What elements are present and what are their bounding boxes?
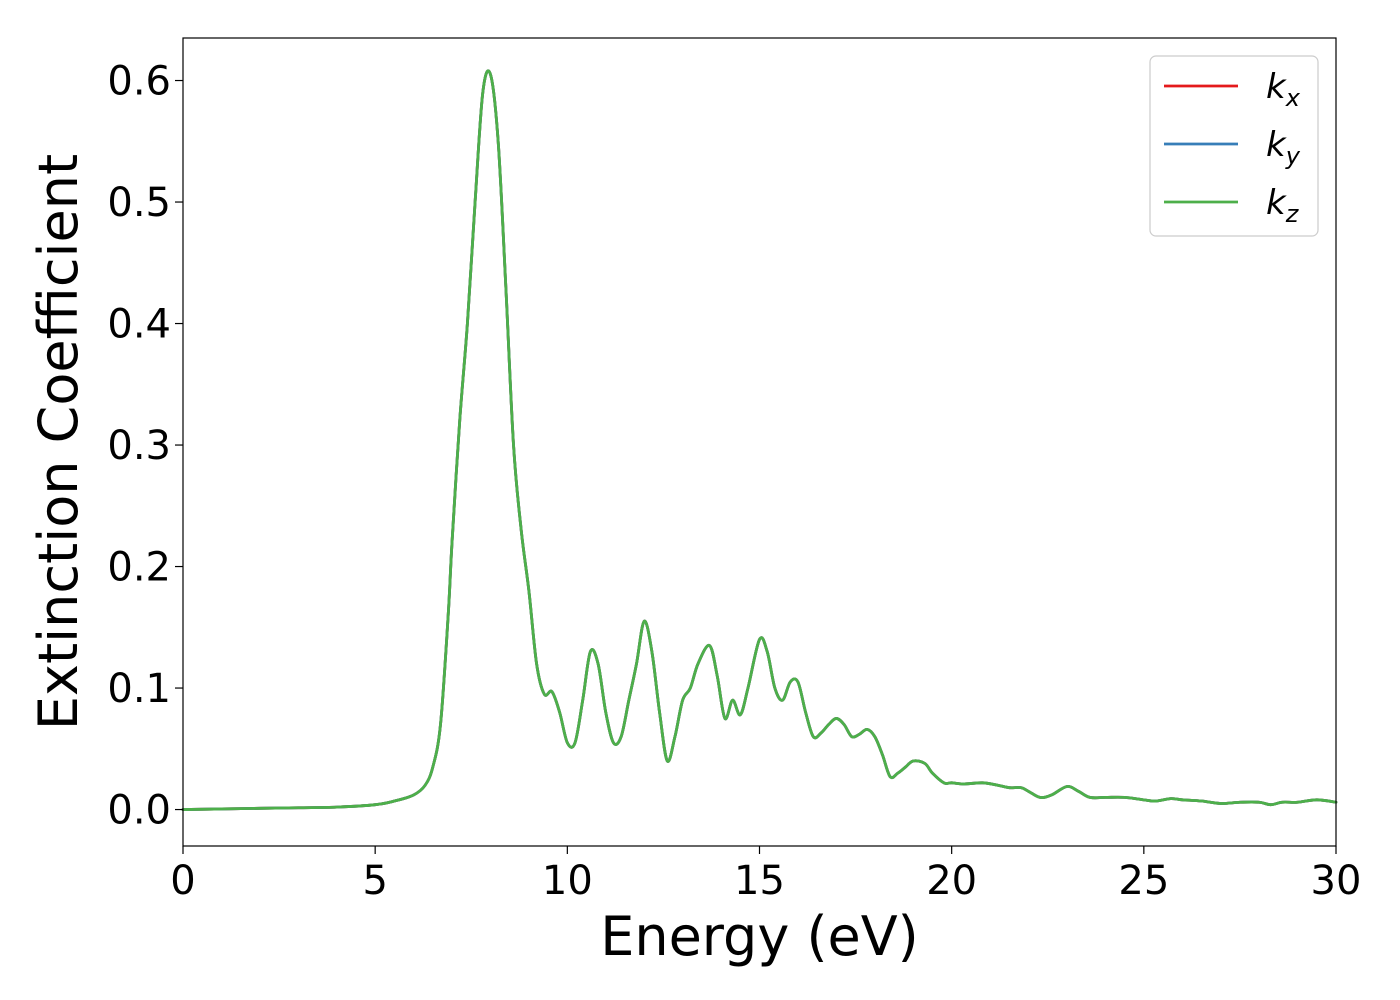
legend-label-base: k xyxy=(1266,67,1287,107)
y-tick-label: 0.1 xyxy=(107,666,171,712)
x-axis-ticks: 0 5 10 15 20 25 30 xyxy=(170,846,1361,904)
y-tick-label: 0.6 xyxy=(107,59,171,105)
y-tick-label: 0.2 xyxy=(107,545,171,591)
plot-background xyxy=(183,38,1336,846)
x-axis-label: Energy (eV) xyxy=(600,905,919,968)
y-tick-label: 0.0 xyxy=(107,788,171,834)
x-tick-label: 20 xyxy=(926,858,977,904)
legend-label-sub: x xyxy=(1285,84,1301,112)
x-tick-label: 10 xyxy=(542,858,593,904)
series-line-k-z xyxy=(181,69,1338,811)
legend-label-sub: y xyxy=(1285,142,1301,170)
x-tick-label: 30 xyxy=(1311,858,1362,904)
x-tick-label: 15 xyxy=(734,858,785,904)
legend-label-base: k xyxy=(1266,125,1287,165)
series-layer xyxy=(181,69,1338,811)
x-tick-label: 25 xyxy=(1118,858,1169,904)
y-tick-label: 0.5 xyxy=(107,180,171,226)
legend-label: ky xyxy=(1266,125,1301,170)
y-axis-label: Extinction Coefficient xyxy=(27,154,90,730)
x-tick-label: 0 xyxy=(170,858,195,904)
legend-label-base: k xyxy=(1266,183,1287,223)
legend-label: kz xyxy=(1266,183,1300,228)
legend-box xyxy=(1149,55,1319,237)
legend-label-sub: z xyxy=(1285,200,1300,228)
x-tick-label: 5 xyxy=(362,858,387,904)
y-axis-ticks: 0.0 0.1 0.2 0.3 0.4 0.5 0.6 xyxy=(107,59,183,834)
legend-label: kx xyxy=(1266,67,1301,112)
y-tick-label: 0.4 xyxy=(107,302,171,348)
y-tick-label: 0.3 xyxy=(107,423,171,469)
